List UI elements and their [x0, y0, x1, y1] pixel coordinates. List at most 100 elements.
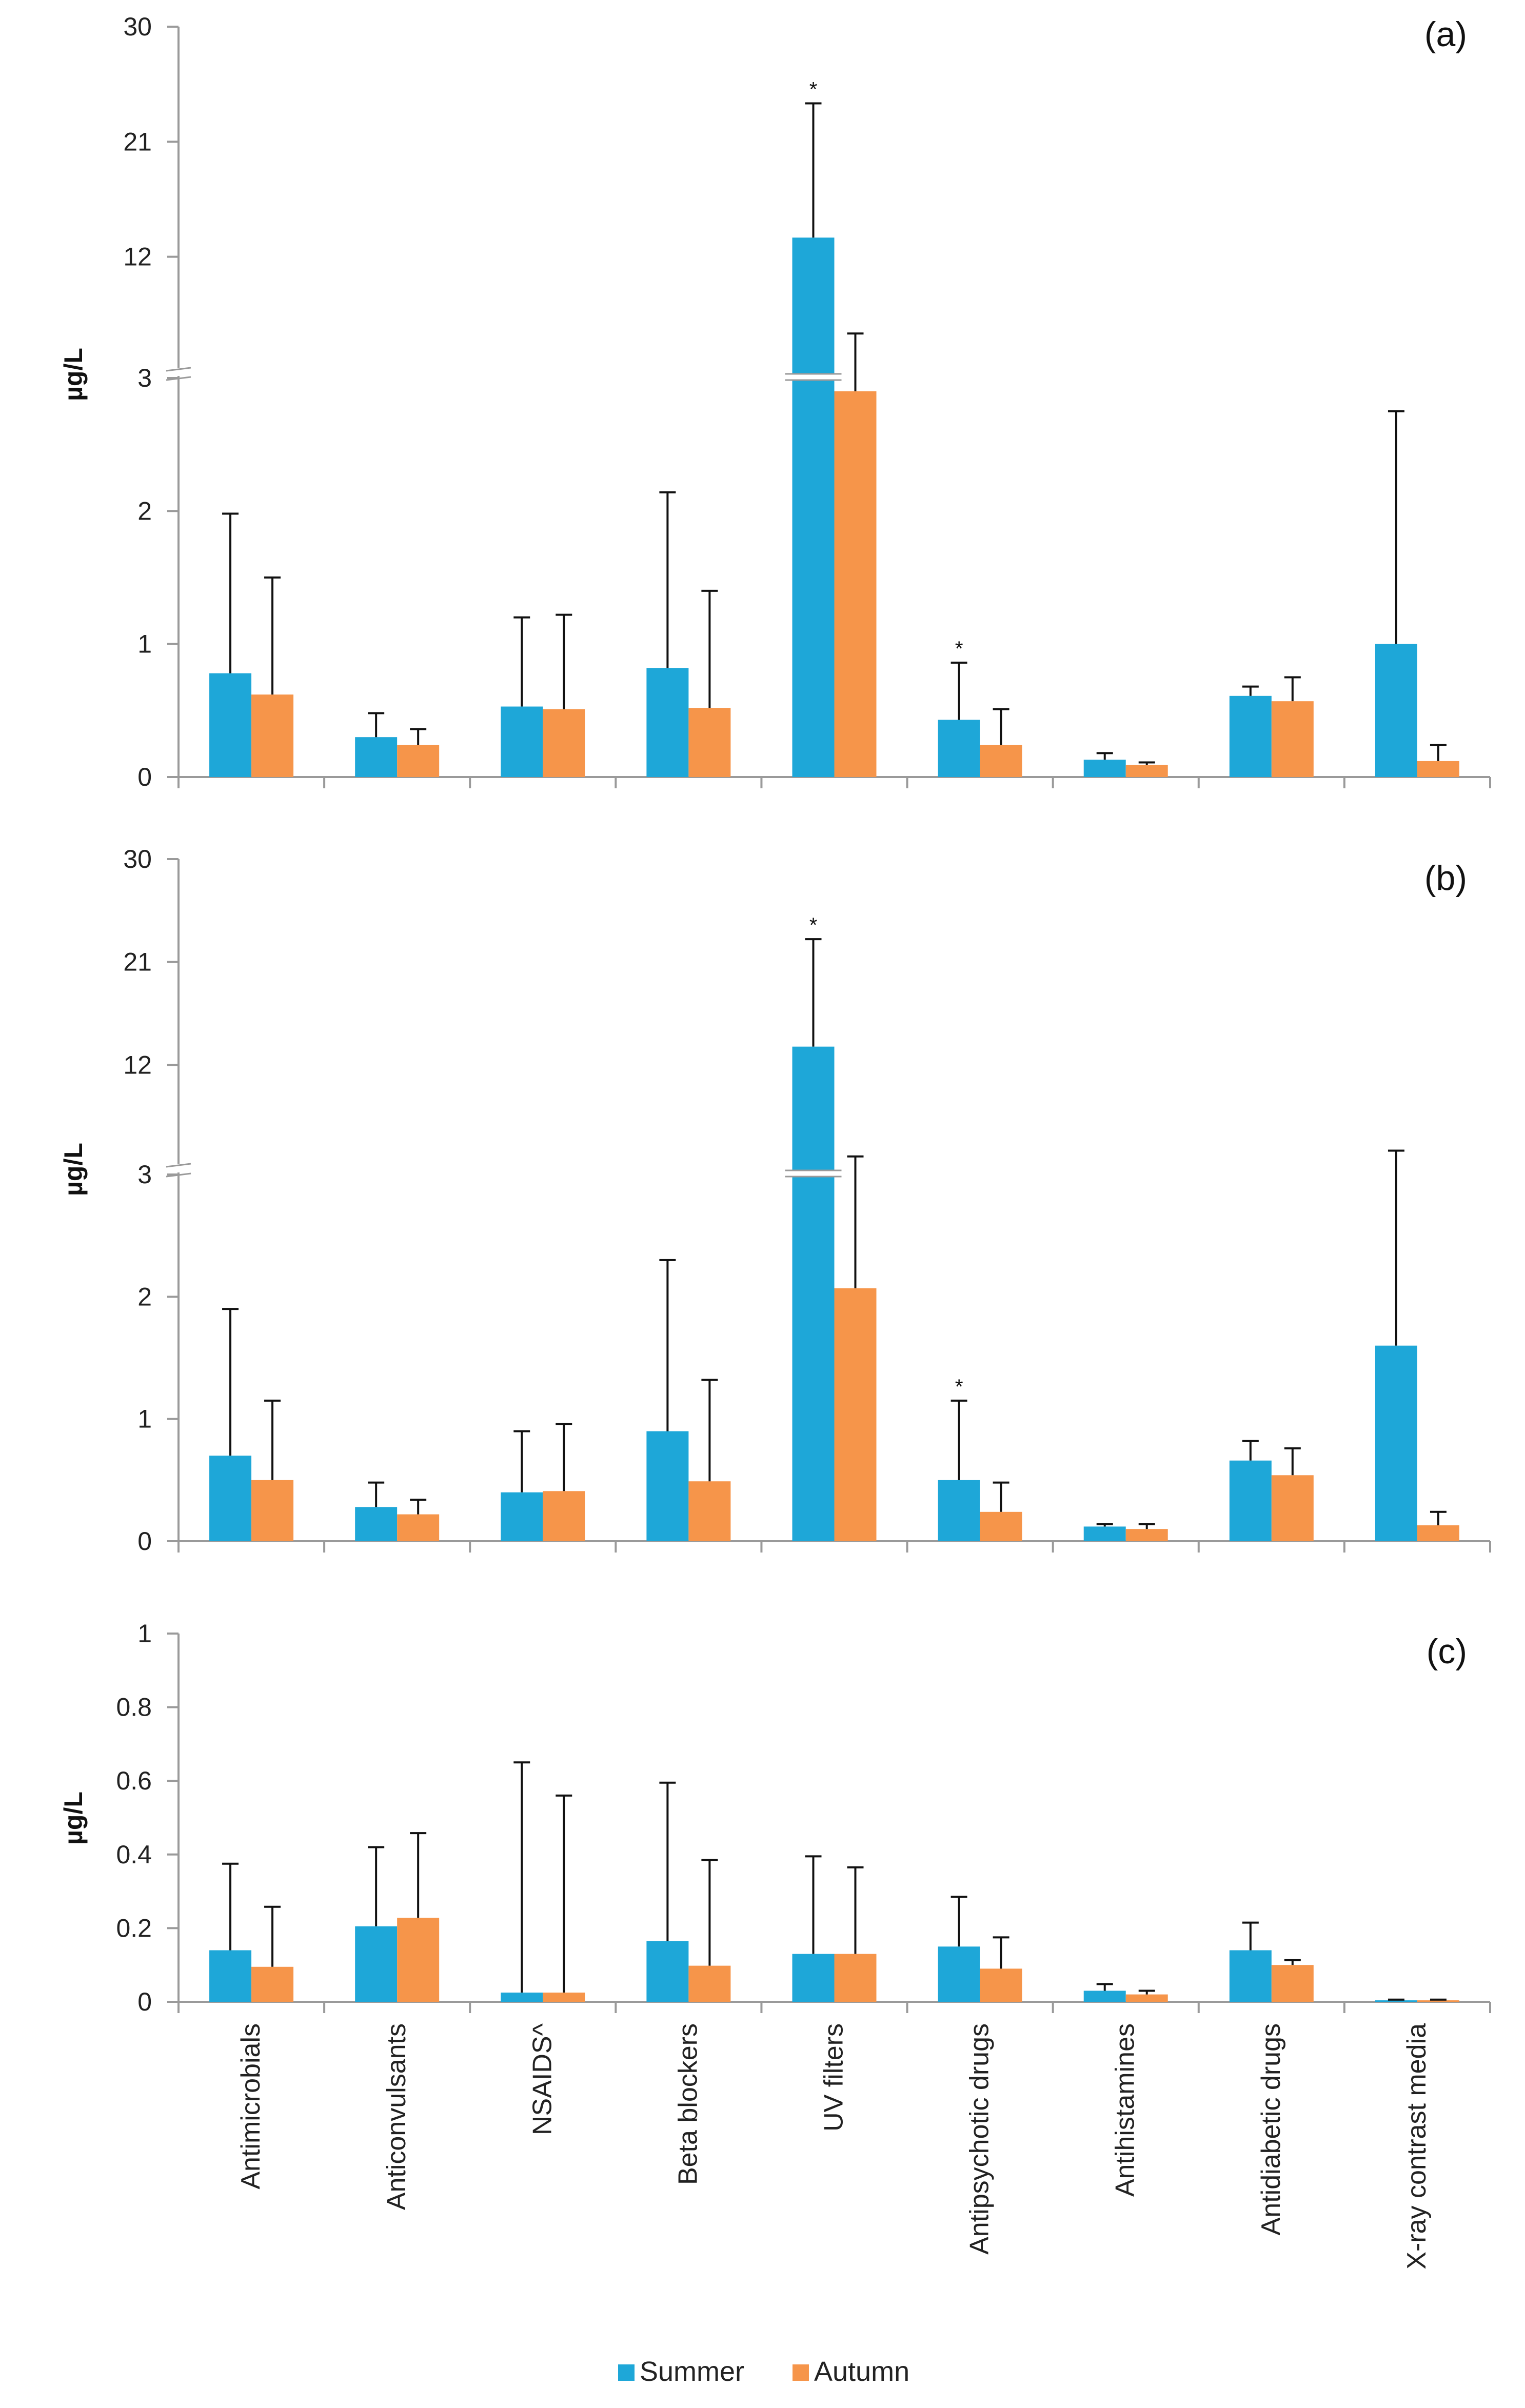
panel-a-label: (a)	[1424, 15, 1467, 54]
category-label-anticonvulsants: Anticonvulsants	[382, 2023, 411, 2210]
panel-b-bar-autumn-antimicrobials	[251, 1480, 294, 1541]
panel-a-bar-autumn-uv-filters	[834, 391, 877, 777]
panel-b-bar-summer-antipsychotic-drugs	[938, 1480, 980, 1541]
panel-a-bar-autumn-antimicrobials	[251, 694, 294, 777]
panel-b-bar-autumn-antihistamines	[1125, 1529, 1168, 1541]
category-label-uv-filters: UV filters	[819, 2023, 849, 2132]
panel-b-bar-summer-nsaids	[501, 1492, 543, 1541]
panel-b-y-tick-label: 21	[123, 948, 152, 977]
panel-b-y-axis-title: µg/L	[59, 1143, 88, 1196]
panel-b-bar-autumn-antipsychotic-drugs	[980, 1511, 1022, 1541]
panel-c-bar-autumn-antipsychotic-drugs	[980, 1968, 1022, 2002]
panel-a-bar-autumn-antidiabetic-drugs	[1271, 701, 1314, 777]
panel-b-y-tick-label: 30	[123, 845, 152, 873]
panel-a-bar-summer-antimicrobials	[209, 673, 252, 777]
panel-a-bar-summer-antihistamines	[1083, 760, 1126, 777]
panel-b-bar-summer-antihistamines	[1083, 1526, 1126, 1541]
panel-b-bar-summer-antimicrobials	[209, 1456, 252, 1541]
panel-c-bar-summer-antihistamines	[1083, 1991, 1126, 2002]
panel-a-bar-summer-nsaids	[501, 706, 543, 777]
panel-a-bar-autumn-antipsychotic-drugs	[980, 745, 1022, 777]
panel-b-break-gap	[785, 1170, 842, 1177]
panel-b-significance-star: *	[955, 1376, 963, 1398]
panel-c-y-tick-label: 0.4	[116, 1840, 152, 1869]
panel-b-bar-summer-antidiabetic-drugs	[1229, 1460, 1272, 1541]
panel-a-bar-summer-beta-blockers	[646, 668, 689, 777]
panel-a-bar-autumn-antihistamines	[1125, 765, 1168, 777]
panel-b-bar-autumn-anticonvulsants	[397, 1514, 440, 1541]
panel-b-y-tick-label: 0	[137, 1527, 152, 1556]
panel-a-y-tick-label: 1	[137, 630, 152, 659]
panel-c-bar-summer-x-ray-contrast-media	[1375, 2000, 1417, 2002]
panel-c-y-axis-title: µg/L	[59, 1792, 88, 1845]
panel-c-bar-autumn-uv-filters	[834, 1954, 877, 2002]
panel-a-bar-autumn-beta-blockers	[688, 708, 731, 777]
category-label-nsaids: NSAIDS^	[527, 2023, 557, 2135]
panel-b-bar-autumn-antidiabetic-drugs	[1271, 1475, 1314, 1541]
panel-b-axis-break-mark	[166, 1163, 191, 1168]
panel-c-bar-summer-beta-blockers	[646, 1941, 689, 2002]
panel-b-bar-autumn-uv-filters	[834, 1288, 877, 1541]
panel-c-bar-autumn-anticonvulsants	[397, 1918, 440, 2002]
panel-a-y-axis-title: µg/L	[59, 348, 88, 401]
category-label-beta-blockers: Beta blockers	[673, 2023, 703, 2185]
panel-b-y-tick-label: 2	[137, 1282, 152, 1311]
panel-a-bar-summer-uv-filters	[792, 237, 835, 777]
panel-a-significance-star: *	[809, 78, 818, 101]
panel-c-bar-autumn-antihistamines	[1125, 1994, 1168, 2002]
panel-a-significance-star: *	[955, 638, 963, 660]
panel-c-bar-summer-nsaids	[501, 1993, 543, 2002]
panel-c-y-tick-label: 0.2	[116, 1914, 152, 1942]
panel-b-y-tick-label: 1	[137, 1405, 152, 1434]
panel-c-bar-summer-anticonvulsants	[355, 1926, 398, 2002]
panel-c-bar-summer-uv-filters	[792, 1954, 835, 2002]
panel-a-y-tick-label: 3	[137, 364, 152, 392]
panel-c-y-tick-label: 0	[137, 1987, 152, 2016]
panel-b-bar-summer-anticonvulsants	[355, 1507, 398, 1541]
panel-a-y-tick-label: 0	[137, 763, 152, 791]
category-label-x-ray-contrast-media: X-ray contrast media	[1402, 2023, 1432, 2270]
panel-a-bar-summer-anticonvulsants	[355, 737, 398, 777]
category-label-antimicrobials: Antimicrobials	[236, 2023, 266, 2190]
panel-b-bar-summer-beta-blockers	[646, 1431, 689, 1541]
panel-b-y-tick-label: 3	[137, 1160, 152, 1189]
panel-c-bar-autumn-antimicrobials	[251, 1966, 294, 2002]
panel-c-label: (c)	[1427, 1632, 1467, 1671]
category-label-antipsychotic-drugs: Antipsychotic drugs	[965, 2023, 995, 2255]
panel-b-significance-star: *	[809, 914, 818, 937]
panel-c-bar-summer-antimicrobials	[209, 1950, 252, 2002]
panel-b-bar-autumn-x-ray-contrast-media	[1417, 1525, 1459, 1541]
panel-a-y-tick-label: 12	[123, 243, 152, 271]
category-label-antihistamines: Antihistamines	[1111, 2023, 1140, 2197]
panel-c-y-tick-label: 0.8	[116, 1693, 152, 1722]
panel-c-y-tick-label: 0.6	[116, 1766, 152, 1795]
panel-a-y-tick-label: 21	[123, 127, 152, 156]
panel-b-y-tick-label: 12	[123, 1050, 152, 1079]
panel-b-bar-autumn-nsaids	[543, 1491, 585, 1541]
panel-c-bar-summer-antidiabetic-drugs	[1229, 1950, 1272, 2002]
panel-a-y-tick-label: 2	[137, 496, 152, 525]
panel-c-bar-autumn-antidiabetic-drugs	[1271, 1965, 1314, 2002]
panel-a-bar-summer-x-ray-contrast-media	[1375, 644, 1417, 777]
panel-a-bar-autumn-anticonvulsants	[397, 745, 440, 777]
legend-label-autumn: Autumn	[814, 2356, 909, 2387]
category-label-antidiabetic-drugs: Antidiabetic drugs	[1256, 2023, 1286, 2235]
legend-swatch-summer	[618, 2364, 635, 2381]
panel-a-axis-break-mark	[166, 367, 191, 372]
panel-a-bar-summer-antidiabetic-drugs	[1229, 695, 1272, 777]
panel-c-bar-autumn-beta-blockers	[688, 1965, 731, 2002]
panel-b-label: (b)	[1424, 859, 1467, 898]
panel-b-bar-summer-x-ray-contrast-media	[1375, 1345, 1417, 1541]
panel-b-bar-autumn-beta-blockers	[688, 1481, 731, 1541]
panel-a-y-tick-label: 30	[123, 12, 152, 41]
panel-c-bar-autumn-x-ray-contrast-media	[1417, 2000, 1459, 2002]
panel-a-bar-autumn-nsaids	[543, 709, 585, 777]
legend-label-summer: Summer	[640, 2356, 744, 2387]
legend-swatch-autumn	[793, 2364, 809, 2381]
panel-b-bar-summer-uv-filters	[792, 1046, 835, 1541]
panel-c-bar-autumn-nsaids	[543, 1993, 585, 2002]
panel-a-bar-autumn-x-ray-contrast-media	[1417, 761, 1459, 777]
panel-a-break-gap	[785, 374, 842, 380]
